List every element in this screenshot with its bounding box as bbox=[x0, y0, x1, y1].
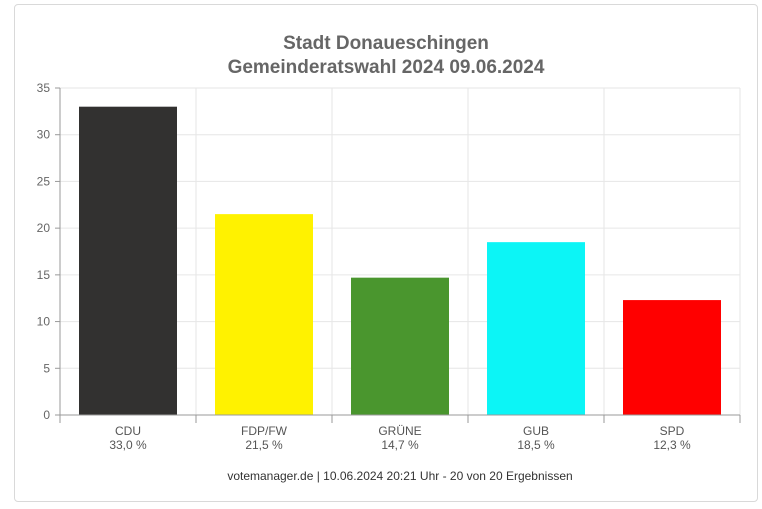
y-tick-label: 10 bbox=[37, 315, 51, 329]
x-category-label: FDP/FW bbox=[241, 424, 288, 438]
y-tick-label: 5 bbox=[43, 361, 50, 375]
y-tick-label: 25 bbox=[37, 174, 51, 188]
y-tick-label: 30 bbox=[37, 128, 51, 142]
x-percentage-label: 12,3 % bbox=[653, 438, 691, 452]
bar-gub bbox=[487, 242, 585, 415]
x-percentage-label: 18,5 % bbox=[517, 438, 555, 452]
y-tick-label: 20 bbox=[37, 221, 51, 235]
chart-subtitle: Gemeinderatswahl 2024 09.06.2024 bbox=[228, 57, 545, 78]
chart-footer: votemanager.de | 10.06.2024 20:21 Uhr - … bbox=[227, 469, 572, 483]
bar-grüne bbox=[351, 277, 449, 415]
x-category-label: GRÜNE bbox=[378, 424, 421, 438]
bar-cdu bbox=[79, 106, 177, 415]
y-axis: 0 5 10 15 20 25 30 35 bbox=[37, 81, 61, 422]
x-percentage-label: 14,7 % bbox=[381, 438, 419, 452]
x-percentage-label: 21,5 % bbox=[245, 438, 283, 452]
y-tick-label: 35 bbox=[37, 81, 51, 95]
bars bbox=[79, 106, 721, 415]
x-category-label: SPD bbox=[660, 424, 685, 438]
y-tick-label: 15 bbox=[37, 268, 51, 282]
bar-spd bbox=[623, 300, 721, 415]
x-category-label: CDU bbox=[115, 424, 141, 438]
chart-title: Stadt Donaueschingen bbox=[283, 33, 489, 54]
y-tick-label: 0 bbox=[43, 408, 50, 422]
x-percentage-label: 33,0 % bbox=[109, 438, 147, 452]
x-category-label: GUB bbox=[523, 424, 549, 438]
bar-fdp-fw bbox=[215, 214, 313, 415]
